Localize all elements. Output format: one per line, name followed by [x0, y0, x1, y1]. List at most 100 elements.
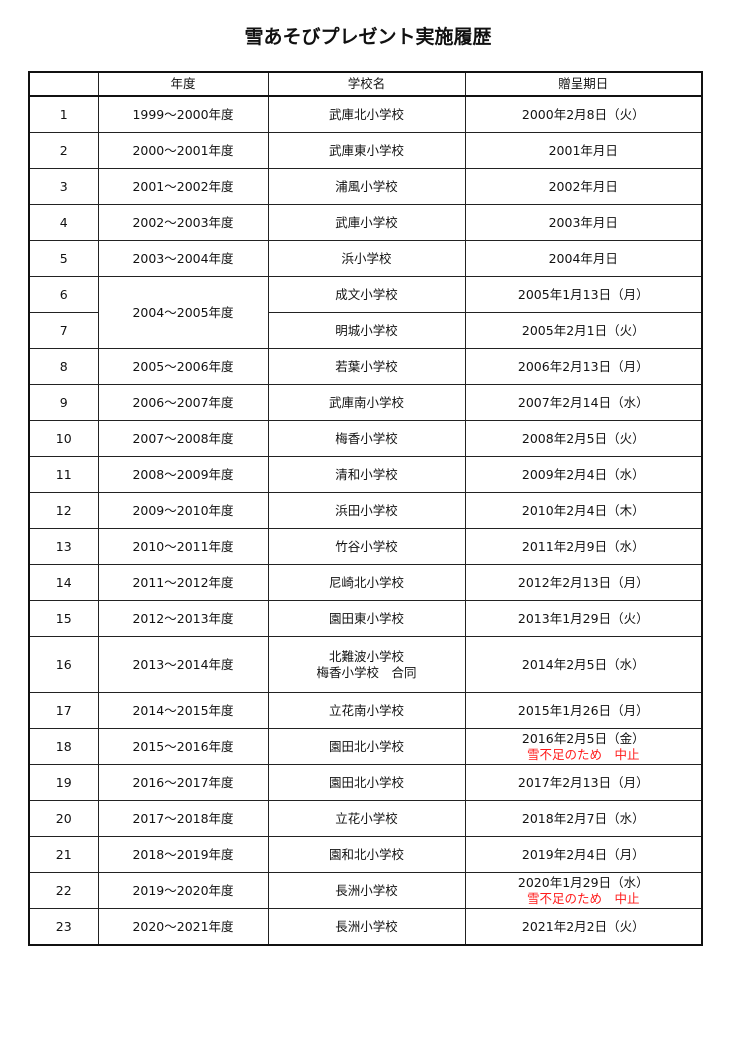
- row-school: 武庫南小学校: [267, 384, 466, 421]
- date-text: 2004年月日: [548, 250, 618, 266]
- row-number: 2: [28, 132, 99, 169]
- row-number: 1: [28, 95, 99, 133]
- row-number: 7: [28, 312, 99, 349]
- table-row: 6 2004～2005年度 成文小学校 2005年1月13日（月）: [28, 276, 703, 349]
- table-row: 13 2010～2011年度 竹谷小学校 2011年2月9日（水）: [28, 528, 703, 565]
- school-name: 梅香小学校: [335, 430, 398, 446]
- table-row: 8 2005～2006年度 若葉小学校 2006年2月13日（月）: [28, 348, 703, 385]
- date-text: 2013年1月29日（火）: [517, 610, 649, 626]
- row-date: 2021年2月2日（火）: [464, 908, 703, 946]
- date-text: 2006年2月13日（月）: [517, 358, 649, 374]
- date-text: 2000年2月8日（火）: [521, 106, 645, 122]
- row-year: 2007～2008年度: [97, 420, 269, 457]
- date-text: 2020年1月29日（水）: [517, 874, 649, 890]
- date-text: 2015年1月26日（月）: [517, 702, 649, 718]
- row-year: 2016～2017年度: [97, 764, 269, 801]
- row-year: 2003～2004年度: [97, 240, 269, 277]
- history-table: 年度 学校名 贈呈期日 1 1999～2000年度 武庫北小学校 2000年2月8日（…: [28, 71, 703, 946]
- row-school: 尼崎北小学校: [267, 564, 466, 601]
- school-name: 明城小学校: [335, 322, 398, 338]
- row-number: 11: [28, 456, 99, 493]
- row-number: 16: [28, 636, 99, 693]
- table-row: 11 2008～2009年度 清和小学校 2009年2月4日（水）: [28, 456, 703, 493]
- row-number: 8: [28, 348, 99, 385]
- table-body: 1 1999～2000年度 武庫北小学校 2000年2月8日（火） 2 2000～2001…: [28, 95, 703, 946]
- row-number: 22: [28, 872, 99, 909]
- row-year: 2014～2015年度: [97, 692, 269, 729]
- row-year: 2017～2018年度: [97, 800, 269, 837]
- school-name: 長洲小学校: [335, 882, 398, 898]
- school-name: 武庫小学校: [335, 214, 398, 230]
- row-year: 2018～2019年度: [97, 836, 269, 873]
- row-date: 2005年1月13日（月）: [464, 276, 703, 313]
- date-text: 2007年2月14日（水）: [517, 394, 649, 410]
- header-date: 贈呈期日: [464, 71, 703, 97]
- row-date: 2012年2月13日（月）: [464, 564, 703, 601]
- date-text: 2002年月日: [548, 178, 618, 194]
- table-row: 10 2007～2008年度 梅香小学校 2008年2月5日（火）: [28, 420, 703, 457]
- table-row: 20 2017～2018年度 立花小学校 2018年2月7日（水）: [28, 800, 703, 837]
- school-name: 園和北小学校: [328, 846, 404, 862]
- table-row: 9 2006～2007年度 武庫南小学校 2007年2月14日（水）: [28, 384, 703, 421]
- row-school: 武庫東小学校: [267, 132, 466, 169]
- row-school: 園田北小学校: [267, 728, 466, 765]
- header-row: 年度 学校名 贈呈期日: [28, 71, 703, 97]
- row-number: 20: [28, 800, 99, 837]
- school-name: 梅香小学校 合同: [316, 664, 417, 680]
- table-row: 3 2001～2002年度 浦風小学校 2002年月日: [28, 168, 703, 205]
- row-school: 立花小学校: [267, 800, 466, 837]
- row-year: 2019～2020年度: [97, 872, 269, 909]
- table-row: 15 2012～2013年度 園田東小学校 2013年1月29日（火）: [28, 600, 703, 637]
- row-school: 園田東小学校: [267, 600, 466, 637]
- date-text: 2014年2月5日（水）: [521, 656, 645, 672]
- school-name: 浜田小学校: [335, 502, 398, 518]
- row-number: 18: [28, 728, 99, 765]
- row-date: 2011年2月9日（水）: [464, 528, 703, 565]
- row-school: 浜田小学校: [267, 492, 466, 529]
- row-year: 2005～2006年度: [97, 348, 269, 385]
- row-date: 2005年2月1日（火）: [464, 312, 703, 349]
- row-number: 13: [28, 528, 99, 565]
- row-date: 2013年1月29日（火）: [464, 600, 703, 637]
- school-name: 武庫北小学校: [328, 106, 404, 122]
- school-name: 浜小学校: [341, 250, 392, 266]
- row-year: 2015～2016年度: [97, 728, 269, 765]
- row-year: 2006～2007年度: [97, 384, 269, 421]
- row-school: 浦風小学校: [267, 168, 466, 205]
- row-school: 竹谷小学校: [267, 528, 466, 565]
- row-date: 2020年1月29日（水） 雪不足のため 中止: [464, 872, 703, 909]
- row-year: 2004～2005年度: [97, 276, 269, 349]
- row-date: 2006年2月13日（月）: [464, 348, 703, 385]
- row-date: 2018年2月7日（水）: [464, 800, 703, 837]
- school-name: 若葉小学校: [335, 358, 398, 374]
- row-school: 北難波小学校 梅香小学校 合同: [267, 636, 466, 693]
- table-row: 4 2002～2003年度 武庫小学校 2003年月日: [28, 204, 703, 241]
- header-number: [28, 71, 99, 97]
- row-school: 武庫北小学校: [267, 95, 466, 133]
- row-number: 17: [28, 692, 99, 729]
- row-school: 明城小学校: [267, 312, 466, 349]
- row-date: 2002年月日: [464, 168, 703, 205]
- cancel-note: 雪不足のため 中止: [526, 890, 640, 906]
- row-school: 園和北小学校: [267, 836, 466, 873]
- row-year: 2020～2021年度: [97, 908, 269, 946]
- row-date: 2015年1月26日（月）: [464, 692, 703, 729]
- table-row: 17 2014～2015年度 立花南小学校 2015年1月26日（月）: [28, 692, 703, 729]
- row-number: 10: [28, 420, 99, 457]
- row-year: 2010～2011年度: [97, 528, 269, 565]
- school-name: 園田東小学校: [328, 610, 404, 626]
- table-row: 12 2009～2010年度 浜田小学校 2010年2月4日（木）: [28, 492, 703, 529]
- header-school: 学校名: [267, 71, 466, 97]
- row-year: 2009～2010年度: [97, 492, 269, 529]
- page-title: 雪あそびプレゼント実施履歴: [244, 26, 492, 48]
- row-number: 5: [28, 240, 99, 277]
- row-date: 2019年2月4日（月）: [464, 836, 703, 873]
- row-number: 9: [28, 384, 99, 421]
- school-name: 成文小学校: [335, 286, 398, 302]
- row-date: 2009年2月4日（水）: [464, 456, 703, 493]
- school-name: 竹谷小学校: [335, 538, 398, 554]
- cancel-note: 雪不足のため 中止: [526, 746, 640, 762]
- row-date: 2014年2月5日（水）: [464, 636, 703, 693]
- table-row: 21 2018～2019年度 園和北小学校 2019年2月4日（月）: [28, 836, 703, 873]
- table-row: 19 2016～2017年度 園田北小学校 2017年2月13日（月）: [28, 764, 703, 801]
